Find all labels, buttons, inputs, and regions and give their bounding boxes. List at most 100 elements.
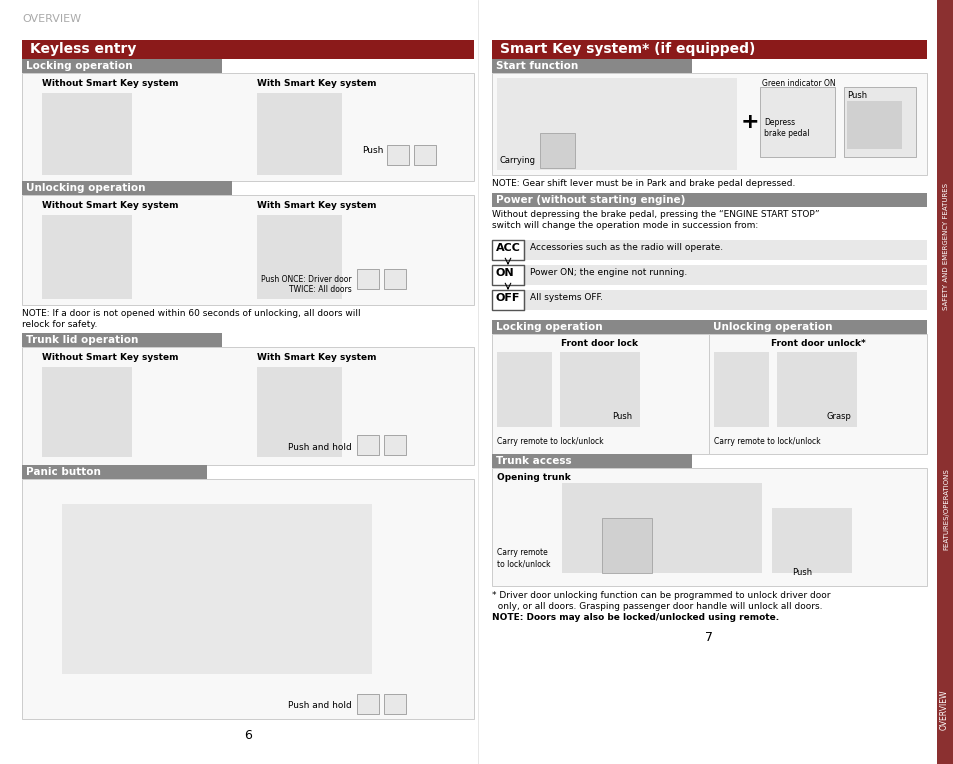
Text: OVERVIEW: OVERVIEW <box>939 689 948 730</box>
Text: Front door lock: Front door lock <box>561 339 638 348</box>
Text: NOTE: If a door is not opened within 60 seconds of unlocking, all doors will
rel: NOTE: If a door is not opened within 60 … <box>22 309 360 329</box>
Text: 6: 6 <box>244 729 252 742</box>
Bar <box>22 333 222 347</box>
Bar <box>524 265 926 285</box>
Bar <box>492 265 523 285</box>
Bar <box>384 694 406 714</box>
Text: Start function: Start function <box>496 61 578 71</box>
Bar <box>22 195 474 305</box>
Bar <box>384 269 406 289</box>
Bar <box>771 508 851 573</box>
Text: Carry remote
to lock/unlock: Carry remote to lock/unlock <box>497 548 550 568</box>
Bar <box>22 40 474 59</box>
Bar <box>492 40 926 59</box>
Text: Opening trunk: Opening trunk <box>497 473 570 482</box>
Text: FEATURES/OPERATIONS: FEATURES/OPERATIONS <box>942 468 948 550</box>
Bar <box>843 87 915 157</box>
Bar <box>492 290 523 310</box>
Bar <box>22 479 474 719</box>
Bar <box>492 59 691 73</box>
Text: Without Smart Key system: Without Smart Key system <box>42 353 178 362</box>
Bar <box>601 518 651 573</box>
Text: OVERVIEW: OVERVIEW <box>22 14 81 24</box>
Text: TWICE: All doors: TWICE: All doors <box>289 285 352 294</box>
Text: Push and hold: Push and hold <box>288 701 352 710</box>
Text: Locking operation: Locking operation <box>496 322 602 332</box>
Text: NOTE: Gear shift lever must be in Park and brake pedal depressed.: NOTE: Gear shift lever must be in Park a… <box>492 179 795 188</box>
Text: Push and hold: Push and hold <box>288 443 352 452</box>
Bar <box>414 145 436 165</box>
Text: Push: Push <box>361 146 383 155</box>
Bar <box>256 93 341 175</box>
Bar <box>846 101 901 149</box>
Bar <box>539 133 575 168</box>
Text: OFF: OFF <box>496 293 519 303</box>
Bar <box>356 435 378 455</box>
Bar <box>387 145 409 165</box>
Text: Carrying: Carrying <box>499 156 536 165</box>
Bar <box>356 694 378 714</box>
Bar <box>936 0 953 764</box>
Text: Grasp: Grasp <box>825 412 850 421</box>
Bar <box>384 435 406 455</box>
Text: With Smart Key system: With Smart Key system <box>256 201 376 210</box>
Text: 7: 7 <box>705 631 713 644</box>
Bar <box>22 347 474 465</box>
Text: Push: Push <box>846 91 866 100</box>
Text: SAFETY AND EMERGENCY FEATURES: SAFETY AND EMERGENCY FEATURES <box>942 183 948 310</box>
Bar <box>492 320 708 334</box>
Text: Green indicator ON: Green indicator ON <box>761 79 835 88</box>
Text: ON: ON <box>496 268 514 278</box>
Text: Power (without starting engine): Power (without starting engine) <box>496 195 684 205</box>
Bar <box>356 269 378 289</box>
Bar <box>492 334 708 454</box>
Text: All systems OFF.: All systems OFF. <box>530 293 602 302</box>
Bar <box>22 73 474 181</box>
Text: Front door unlock*: Front door unlock* <box>770 339 864 348</box>
Text: Accessories such as the radio will operate.: Accessories such as the radio will opera… <box>530 243 722 252</box>
Bar <box>492 454 691 468</box>
Bar <box>62 504 372 674</box>
Bar <box>561 483 761 573</box>
Text: Without depressing the brake pedal, pressing the “ENGINE START STOP”
switch will: Without depressing the brake pedal, pres… <box>492 210 819 230</box>
Text: Trunk lid operation: Trunk lid operation <box>26 335 138 345</box>
Bar <box>776 352 856 427</box>
Bar <box>713 352 768 427</box>
Bar <box>524 240 926 260</box>
Text: ACC: ACC <box>496 243 520 253</box>
Text: Panic button: Panic button <box>26 467 101 477</box>
Text: Smart Key system* (if equipped): Smart Key system* (if equipped) <box>499 42 755 56</box>
Bar <box>497 352 552 427</box>
Bar <box>708 320 926 334</box>
Bar <box>256 215 341 299</box>
Bar <box>42 215 132 299</box>
Text: Keyless entry: Keyless entry <box>30 42 136 56</box>
Bar <box>492 240 523 260</box>
Bar <box>524 290 926 310</box>
Text: Unlocking operation: Unlocking operation <box>26 183 146 193</box>
Text: With Smart Key system: With Smart Key system <box>256 353 376 362</box>
Text: Push ONCE: Driver door: Push ONCE: Driver door <box>261 275 352 284</box>
Bar <box>760 87 834 157</box>
Text: NOTE: Doors may also be locked/unlocked using remote.: NOTE: Doors may also be locked/unlocked … <box>492 613 779 622</box>
Text: * Driver door unlocking function can be programmed to unlock driver door
  only,: * Driver door unlocking function can be … <box>492 591 830 611</box>
Text: Locking operation: Locking operation <box>26 61 132 71</box>
Text: +: + <box>740 112 759 132</box>
Bar <box>492 73 926 175</box>
Bar <box>22 59 222 73</box>
Bar <box>22 181 232 195</box>
Text: Without Smart Key system: Without Smart Key system <box>42 79 178 88</box>
Bar <box>256 367 341 457</box>
Text: Trunk access: Trunk access <box>496 456 571 466</box>
Text: Power ON; the engine not running.: Power ON; the engine not running. <box>530 268 686 277</box>
Bar <box>22 465 207 479</box>
Bar <box>42 93 132 175</box>
Text: Carry remote to lock/unlock: Carry remote to lock/unlock <box>497 437 603 446</box>
Bar <box>497 78 737 170</box>
Text: Without Smart Key system: Without Smart Key system <box>42 201 178 210</box>
Bar <box>492 468 926 586</box>
Text: Push: Push <box>611 412 632 421</box>
Text: With Smart Key system: With Smart Key system <box>256 79 376 88</box>
Bar <box>708 334 926 454</box>
Bar <box>559 352 639 427</box>
